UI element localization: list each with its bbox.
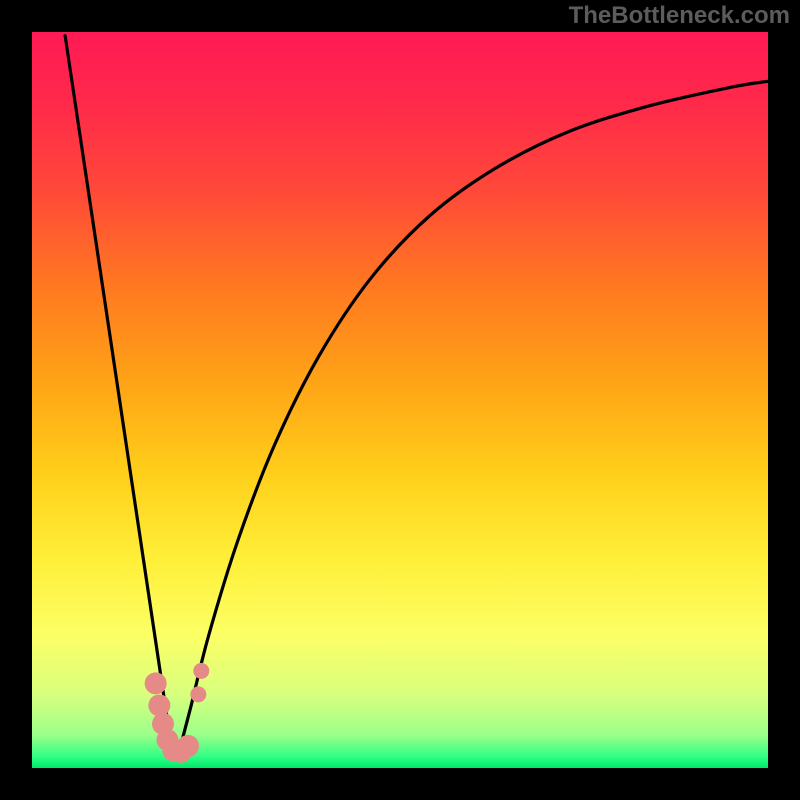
watermark-text: TheBottleneck.com (569, 2, 790, 30)
chart-frame: TheBottleneck.com (0, 0, 800, 800)
marker-point (177, 735, 199, 757)
marker-point (190, 686, 206, 702)
curves-layer (0, 0, 800, 800)
bottleneck-curve-left (65, 36, 172, 750)
marker-point (148, 694, 170, 716)
marker-point (145, 672, 167, 694)
bottleneck-curve-right (178, 81, 768, 757)
marker-point (193, 663, 209, 679)
